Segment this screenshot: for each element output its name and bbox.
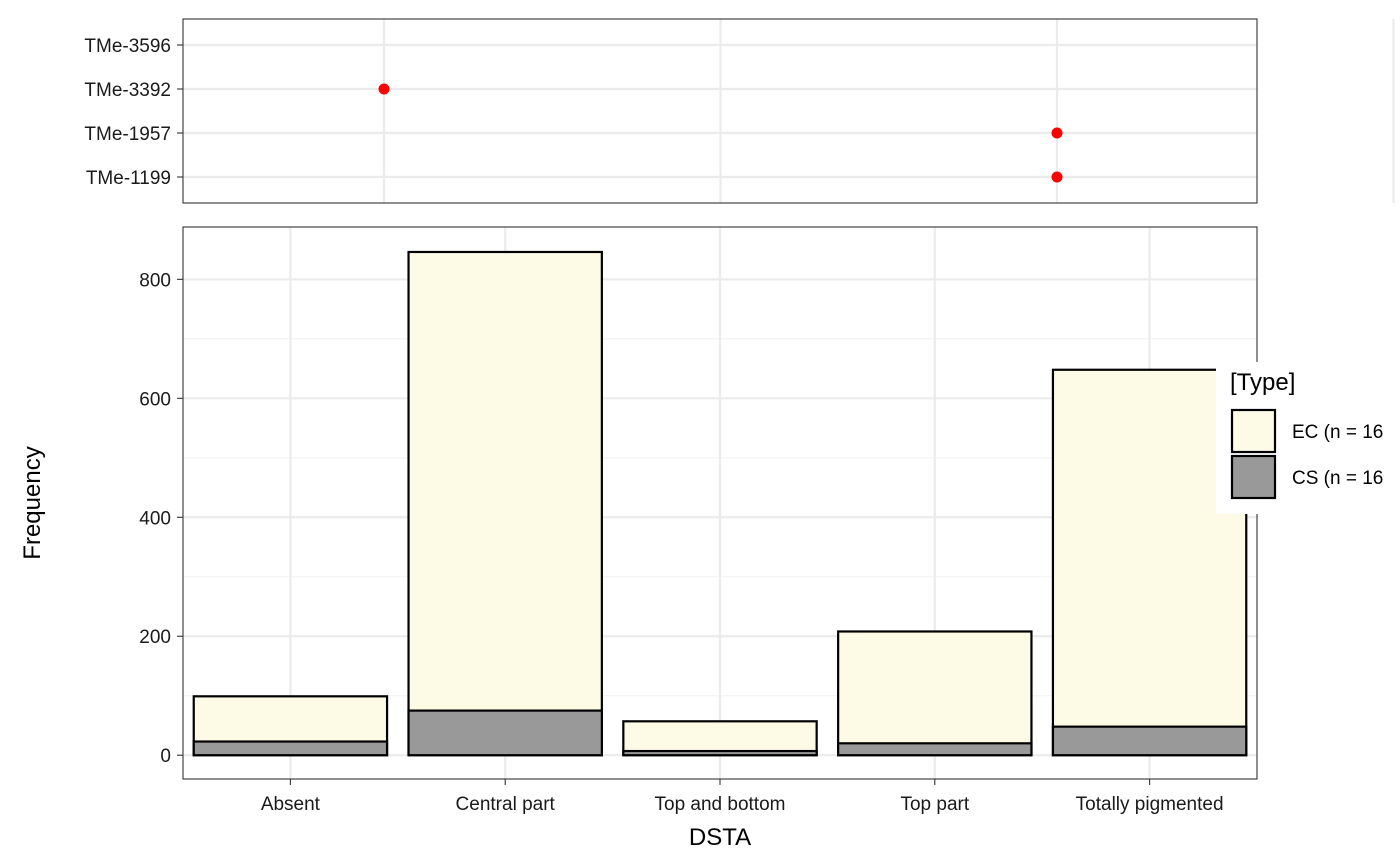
- bar-ec-top-and-bottom: [622, 720, 818, 757]
- bar-cs-central-part: [407, 709, 603, 757]
- legend-key-ec: [1230, 408, 1277, 454]
- dot-plot-points: [378, 83, 1063, 183]
- bar-cs-top-and-bottom: [622, 749, 818, 757]
- dot-plot-y-axis: TMe-1199 TMe-1957 TMe-3392 TMe-3596: [84, 36, 183, 189]
- legend-label-ec: EC (n = 16: [1292, 422, 1383, 443]
- bar-ec-central-part: [407, 250, 603, 757]
- bar-cs-absent: [192, 740, 389, 757]
- x-tick-label: Absent: [261, 794, 321, 815]
- bar-chart-y-axis: 0 200 400 600 800: [139, 270, 183, 767]
- bar-ec-top-part: [837, 630, 1033, 757]
- dot-plot-border: [182, 18, 1258, 204]
- y-tick-label: 800: [139, 270, 171, 291]
- legend: [Type] EC (n = 16 CS (n = 16: [1216, 362, 1400, 514]
- y-tick-label: TMe-1199: [86, 168, 171, 189]
- bar-chart-x-axis: Absent Central part Top and bottom Top part…: [261, 779, 1224, 815]
- dot-tme-1199: [1051, 171, 1063, 183]
- dot-tme-3392: [378, 83, 390, 95]
- x-tick-label: Totally pigmented: [1076, 794, 1224, 815]
- bar-cs-top-part: [837, 742, 1033, 757]
- y-tick-label: 400: [139, 508, 171, 529]
- legend-items: EC (n = 16 CS (n = 16: [1230, 408, 1383, 500]
- dot-tme-1957: [1051, 127, 1063, 139]
- bar-chart-panel: 0 200 400 600 800 Absent Central part Top and …: [139, 226, 1258, 815]
- y-tick-label: TMe-1957: [84, 124, 171, 145]
- legend-label-cs: CS (n = 16: [1292, 468, 1383, 489]
- bar-chart-bars: [192, 250, 1248, 757]
- y-tick-label: TMe-3392: [84, 80, 171, 101]
- y-tick-label: 200: [139, 627, 171, 648]
- y-tick-label: TMe-3596: [84, 36, 171, 57]
- dot-plot-grid: [183, 19, 1395, 203]
- y-tick-label: 0: [160, 746, 171, 767]
- bar-ec-totally-pigmented: [1051, 368, 1248, 757]
- legend-key-cs: [1230, 454, 1277, 500]
- x-tick-label: Top part: [900, 794, 969, 815]
- x-tick-label: Central part: [456, 794, 556, 815]
- legend-title: [Type]: [1230, 369, 1295, 396]
- y-axis-title: Frequency: [19, 446, 46, 559]
- dot-plot-panel: TMe-1199 TMe-1957 TMe-3392 TMe-3596: [84, 18, 1395, 204]
- x-tick-label: Top and bottom: [655, 794, 786, 815]
- bar-cs-totally-pigmented: [1051, 725, 1248, 757]
- y-tick-label: 600: [139, 389, 171, 410]
- x-axis-title: DSTA: [689, 824, 751, 851]
